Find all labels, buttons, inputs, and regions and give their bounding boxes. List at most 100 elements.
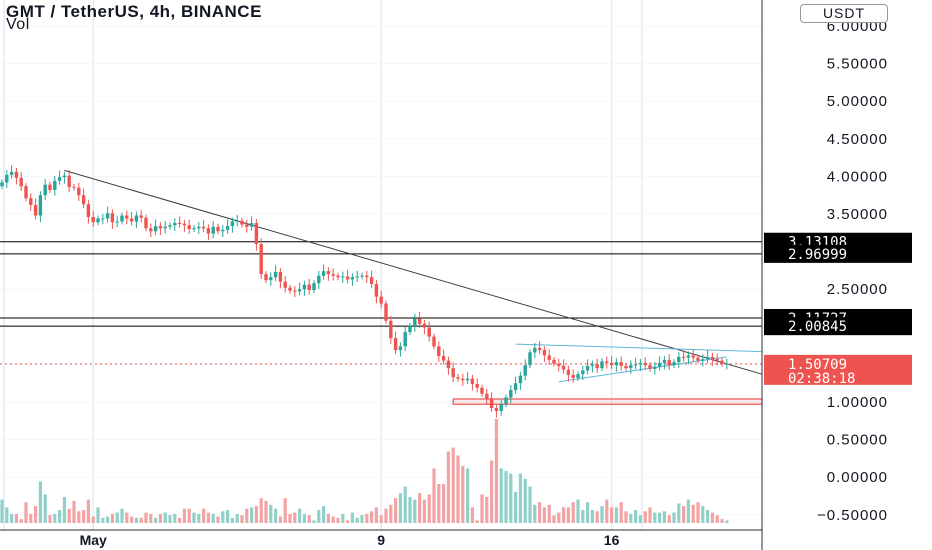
volume-bar <box>547 504 551 523</box>
candle-body <box>331 274 335 276</box>
volume-bar <box>350 512 354 523</box>
candle-body <box>629 365 633 369</box>
volume-bar <box>514 491 518 523</box>
volume-bar <box>466 468 470 523</box>
candle-body <box>211 226 215 234</box>
y-tick-label: 2.50000 <box>827 281 888 298</box>
volume-bar <box>34 506 38 523</box>
candle <box>201 220 206 233</box>
volume-bar <box>67 508 71 523</box>
candle-body <box>710 356 715 360</box>
candle-body <box>62 175 67 178</box>
candle <box>139 209 143 223</box>
candle-body <box>269 277 273 281</box>
volume-bar <box>475 520 479 523</box>
triangle-lower-line <box>558 356 727 383</box>
candle-body <box>355 276 359 278</box>
candle-body <box>168 225 172 227</box>
y-tick-label: 5.50000 <box>827 56 888 73</box>
candle <box>677 352 681 368</box>
volume-bar <box>202 508 206 523</box>
volume-bar <box>331 516 335 523</box>
volume-bar <box>53 513 57 523</box>
candle-body <box>312 283 316 290</box>
y-tick-label: 0.00000 <box>827 469 888 486</box>
candle <box>485 388 489 405</box>
symbol-title[interactable]: GMT / TetherUS, 4h, BINANCE <box>6 2 262 21</box>
volume-bar <box>182 508 186 523</box>
candle <box>192 225 196 233</box>
volume-bar <box>269 504 273 523</box>
candle <box>480 384 484 397</box>
candle-body <box>206 228 211 234</box>
price-axis[interactable]: 6.000005.500005.000004.500004.000003.500… <box>0 0 888 550</box>
candle <box>273 265 278 282</box>
candle <box>206 224 211 241</box>
candle <box>374 280 379 304</box>
price-tags: 3.131082.969992.117272.008451.5070902:38… <box>764 232 912 387</box>
candle-body <box>259 244 263 275</box>
volume-bar <box>278 516 282 523</box>
volume-bar <box>139 517 143 523</box>
y-tick-label: 0.50000 <box>827 432 888 449</box>
volume-bar <box>437 484 441 523</box>
candle-body <box>605 361 609 363</box>
candle <box>38 191 43 223</box>
volume-bar <box>58 510 62 523</box>
volume-label[interactable]: Vol <box>6 16 30 33</box>
volume-bar <box>509 473 513 523</box>
candle <box>384 300 388 324</box>
volume-bar <box>158 513 162 523</box>
candle-body <box>725 363 729 365</box>
candle <box>67 169 71 192</box>
candle-body <box>86 204 91 218</box>
candle-body <box>686 355 691 358</box>
candle-body <box>158 226 163 229</box>
candle <box>163 221 167 234</box>
volume-bar <box>494 419 498 523</box>
volume-bar <box>259 498 263 523</box>
volume-bar <box>461 465 465 523</box>
candle-body <box>518 375 523 384</box>
candle <box>461 373 465 386</box>
candle <box>715 353 719 366</box>
candle <box>81 188 86 209</box>
candle <box>158 222 163 235</box>
candle-body <box>427 327 431 337</box>
volume-bar <box>178 517 182 523</box>
candle <box>504 394 508 408</box>
candle <box>523 359 527 381</box>
volume-bar <box>490 460 494 523</box>
candle-body <box>53 180 57 190</box>
candle <box>595 358 599 373</box>
candle <box>235 215 239 227</box>
volume-bar <box>653 512 657 523</box>
candle <box>302 280 307 296</box>
candle <box>672 359 676 369</box>
candle <box>417 311 422 328</box>
candle <box>638 358 643 372</box>
candle <box>451 362 455 382</box>
currency-button[interactable]: USDT <box>800 4 888 23</box>
volume-bar <box>149 513 153 523</box>
candle-body <box>523 365 527 376</box>
volume-bar <box>245 508 249 523</box>
candle <box>144 214 148 232</box>
volume-bar <box>115 512 119 523</box>
candle-body <box>0 182 4 187</box>
candle-body <box>542 350 547 356</box>
volume-bar <box>586 502 590 523</box>
volume-bar <box>346 520 350 523</box>
candle <box>379 291 383 309</box>
candle-body <box>134 215 139 222</box>
candle-body <box>705 356 710 360</box>
candle-body <box>393 338 398 351</box>
volume-bar <box>274 508 278 523</box>
volume-bar <box>701 506 705 523</box>
volume-bar <box>590 510 594 523</box>
volume-bar <box>557 512 561 523</box>
volume-bar <box>538 502 542 523</box>
candle <box>317 270 321 289</box>
candle <box>365 270 369 283</box>
